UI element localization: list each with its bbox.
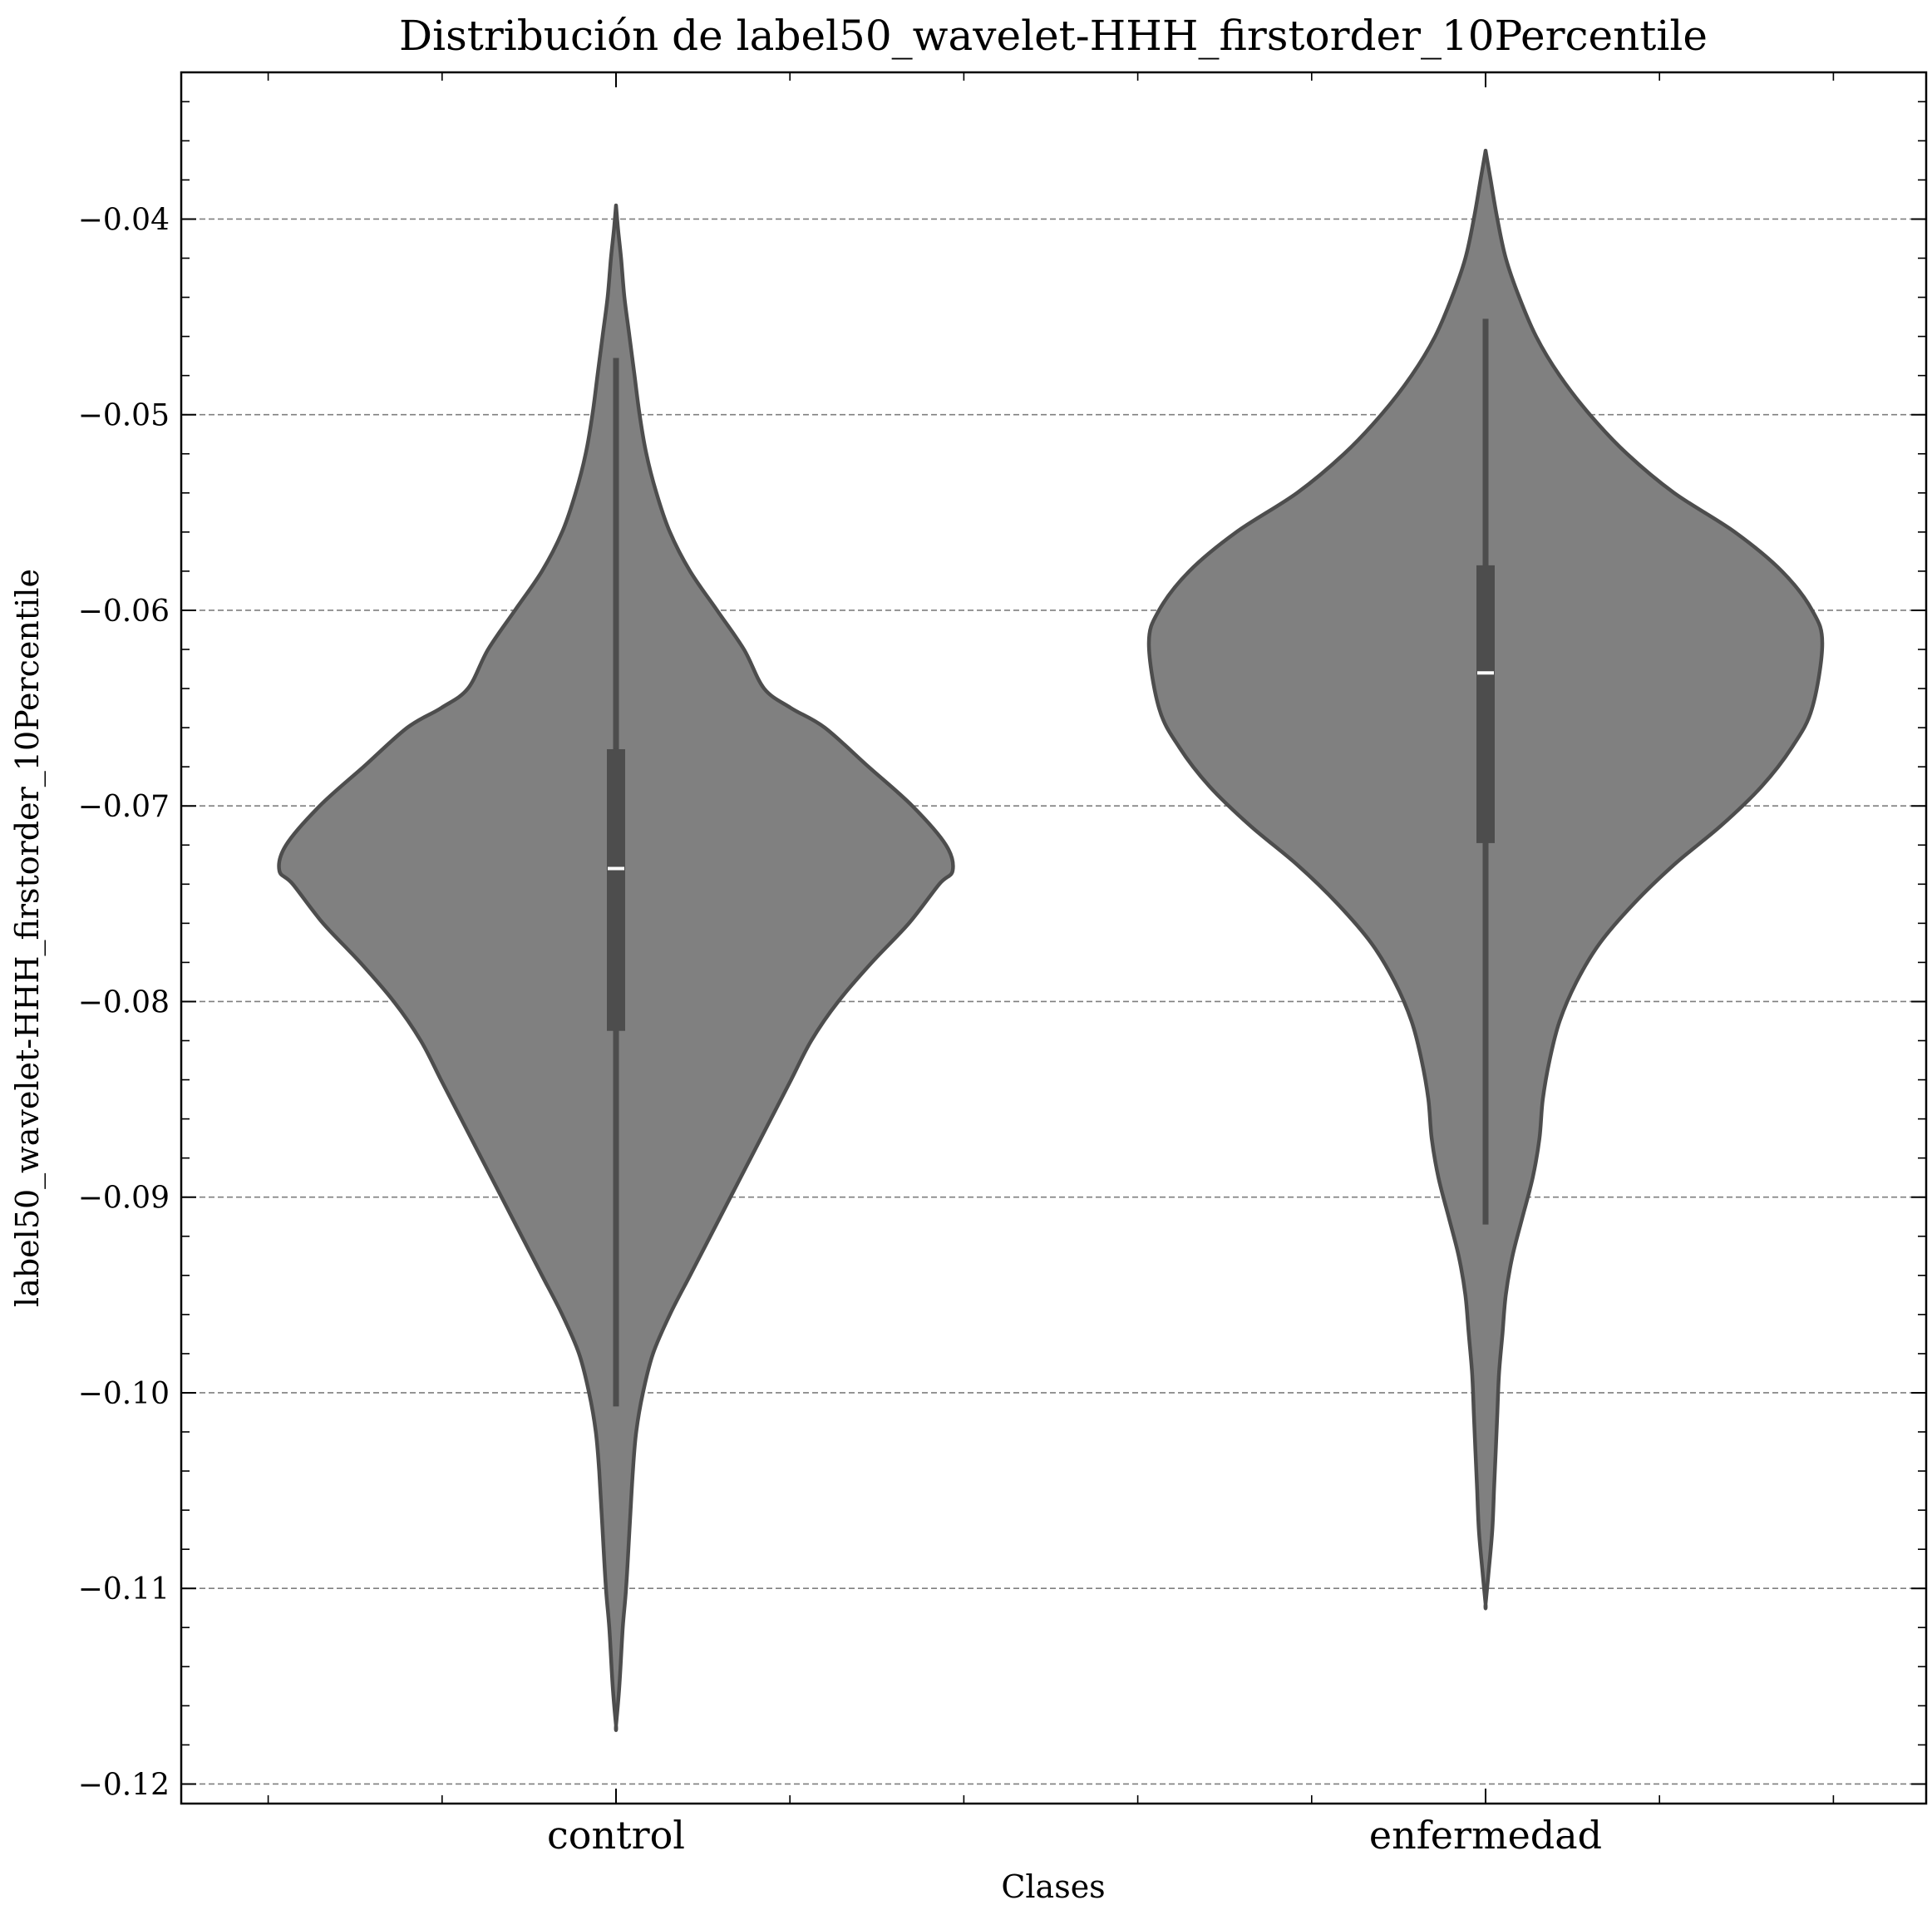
y-tick-label: −0.05: [78, 399, 170, 433]
y-tick-label: −0.11: [78, 1572, 170, 1607]
x-tick-label: enfermedad: [1369, 1813, 1602, 1858]
x-axis-label: Clases: [1001, 1868, 1105, 1905]
y-axis-label: label50_wavelet-HHH_firstorder_10Percent…: [9, 569, 47, 1307]
chart-title: Distribución de label50_wavelet-HHH_firs…: [399, 12, 1708, 60]
y-tick-labels: −0.04 −0.05 −0.06 −0.07 −0.08 −0.09 −0.10 −0.11…: [78, 203, 170, 1802]
y-tick-label: −0.07: [78, 790, 170, 824]
y-tick-label: −0.10: [78, 1377, 170, 1411]
y-tick-label: −0.04: [78, 203, 170, 237]
y-tick-label: −0.08: [78, 985, 170, 1019]
axis-ticks: [181, 72, 1926, 1804]
iqr-box-control: [607, 748, 625, 1031]
violins: [277, 148, 1825, 1732]
x-tick-label: control: [547, 1813, 685, 1858]
y-tick-label: −0.12: [78, 1768, 170, 1802]
y-tick-label: −0.06: [78, 595, 170, 629]
plot-frame: [180, 71, 1928, 1805]
x-tick-labels: control enfermedad: [547, 1813, 1602, 1858]
y-tick-label: −0.09: [78, 1182, 170, 1216]
iqr-box-enfermedad: [1476, 565, 1495, 843]
